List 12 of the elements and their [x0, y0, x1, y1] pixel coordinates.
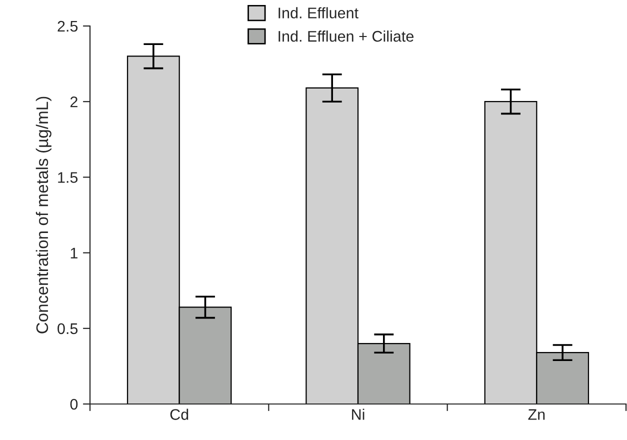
y-tick-label: 1.5 — [58, 172, 78, 183]
y-tick-label: 2.5 — [58, 20, 78, 32]
y-axis-title: Concentration of metals (µg/mL) — [36, 96, 52, 334]
x-tick-label: Cd — [170, 408, 188, 420]
y-tick-label: 2 — [70, 96, 78, 108]
x-tick-label: Zn — [528, 409, 545, 420]
y-tick-label: 1 — [70, 248, 78, 258]
y-tick-label: 0.5 — [58, 323, 78, 334]
x-tick-label: Ni — [352, 408, 364, 420]
legend-label: Ind. Effluen + Ciliate — [278, 30, 414, 42]
legend-label: Ind. Effluent — [278, 7, 358, 18]
y-tick-label: 0 — [70, 398, 78, 410]
